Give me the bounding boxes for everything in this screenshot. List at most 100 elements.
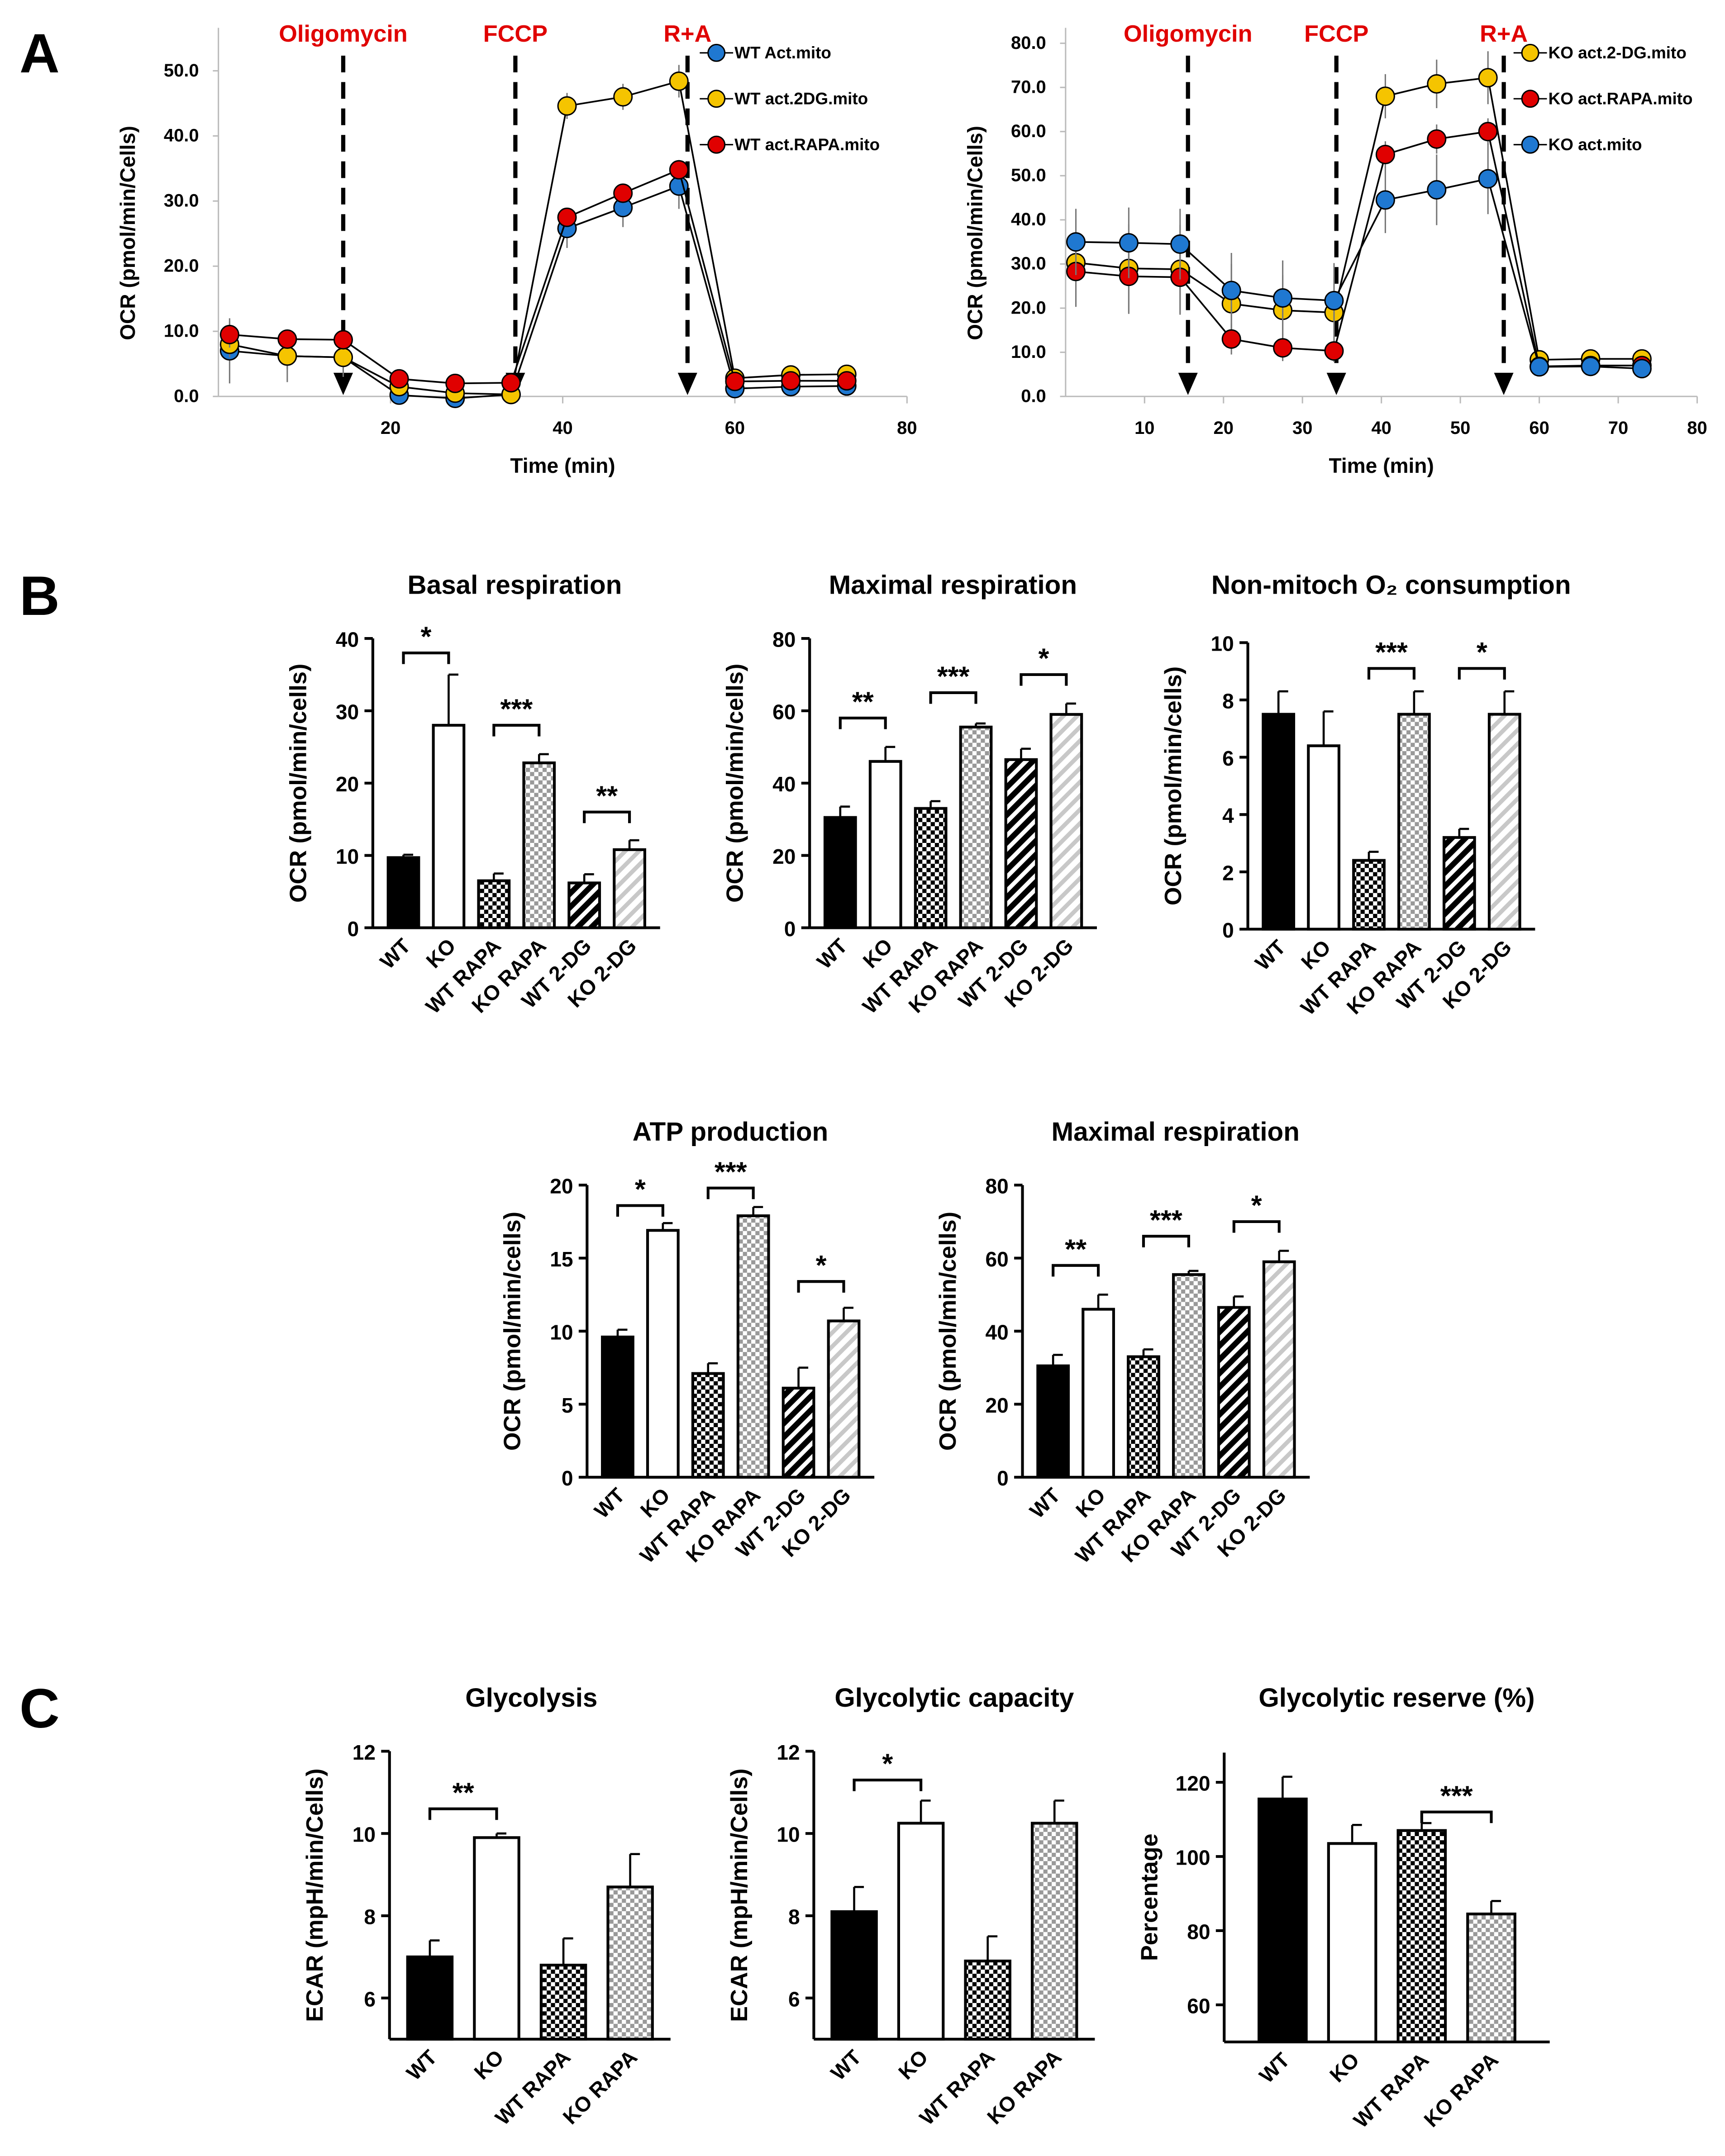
data-point — [1478, 122, 1498, 142]
y-tick-label: 40.0 — [164, 126, 199, 146]
y-tick-label: 30.0 — [1011, 254, 1046, 274]
y-tick-label: 5 — [562, 1394, 573, 1417]
bar-ko-rapa — [1030, 1822, 1078, 2041]
data-point — [1375, 190, 1395, 210]
x-tick-label: WT — [1025, 1483, 1064, 1523]
significance-label: * — [1038, 643, 1049, 674]
chart-A-WT: 0.0 10.0 20.0 30.0 40.0 50.0 20 40 60 80 Time (min… — [116, 21, 917, 477]
x-tick-label: 80 — [897, 418, 917, 438]
y-tick-label: 10 — [777, 1823, 800, 1847]
data-point — [613, 183, 633, 203]
bar-wt — [406, 1955, 454, 2041]
legend-marker — [1521, 43, 1539, 62]
x-tick-label: WT — [826, 2045, 866, 2085]
y-tick-label: 10 — [1211, 632, 1234, 656]
significance-label: ** — [1065, 1233, 1086, 1265]
chart-title: Non-mitoch O₂ consumption — [1211, 571, 1571, 600]
x-tick-label: 80 — [1687, 418, 1707, 438]
x-tick-label: KO — [1296, 935, 1335, 974]
y-axis-label: OCR (pmol/min/cells) — [722, 664, 748, 903]
y-tick-label: 50.0 — [1011, 166, 1046, 186]
significance-label: * — [635, 1174, 646, 1205]
x-tick-label: KO — [636, 1483, 675, 1522]
bar-ko — [646, 1229, 680, 1479]
bar-wt-2-dg — [1442, 836, 1476, 931]
bar-wt-rapa — [539, 1964, 587, 2041]
significance-label: * — [1477, 637, 1487, 668]
x-tick-label: WT — [402, 2045, 441, 2085]
significance-bracket — [797, 1280, 845, 1293]
significance-bracket — [428, 1807, 498, 1820]
y-axis-label: OCR (pmol/min/cells) — [500, 1212, 526, 1451]
significance-bracket — [583, 810, 631, 823]
x-tick-label: WT — [1254, 2048, 1294, 2087]
significance-bracket — [616, 1204, 664, 1217]
bar-ko-rapa — [606, 1885, 654, 2041]
data-point — [1119, 233, 1139, 253]
y-tick-label: 80 — [1187, 1920, 1210, 1943]
legend-label: KO act.2-DG.mito — [1549, 43, 1687, 62]
x-tick-label: WT — [590, 1483, 629, 1523]
bar-ko — [868, 760, 902, 929]
chart-C-capacity: Glycolytic capacity 6 8 10 12 ECAR (mpH/min/C… — [726, 1683, 1095, 2130]
y-tick-label: 100 — [1176, 1846, 1210, 1869]
chart-B-nonmito: Non-mitoch O₂ consumption 0 2 4 6 8 10 OCR (pmo… — [1160, 571, 1571, 1020]
bar-ko — [897, 1822, 945, 2041]
legend-label: KO act.RAPA.mito — [1549, 90, 1693, 108]
legend-marker — [1521, 90, 1539, 108]
x-tick-label: WT RAPA — [1349, 2048, 1433, 2132]
bar-ko-rapa — [522, 761, 556, 929]
significance-bracket — [929, 691, 977, 704]
data-point — [1273, 338, 1293, 358]
y-tick-label: 0 — [347, 917, 359, 941]
x-tick-label: KO — [469, 2045, 508, 2084]
bar-wt-2-dg — [781, 1386, 815, 1479]
data-point — [1478, 68, 1498, 88]
y-axis-label: OCR (pmol/min/Cells) — [116, 126, 139, 340]
bar-wt-rapa — [1127, 1355, 1160, 1479]
bar-wt-2-dg — [1217, 1306, 1251, 1479]
bar-wt-2-dg — [567, 881, 601, 929]
y-tick-label: 10 — [353, 1823, 376, 1847]
x-tick-label: 30 — [1292, 418, 1312, 438]
y-tick-label: 2 — [1222, 861, 1234, 885]
bar-wt — [1262, 713, 1296, 931]
bar-ko-2-dg — [1487, 713, 1521, 931]
y-tick-label: 40 — [336, 628, 359, 652]
legend-marker — [707, 135, 726, 154]
y-tick-label: 20 — [550, 1175, 573, 1198]
bar-wt — [830, 1910, 878, 2041]
down-arrow-icon — [333, 372, 353, 395]
significance-label: * — [421, 621, 432, 652]
x-tick-label: WT — [1250, 935, 1290, 975]
chart-B-maximal: Maximal respiration 0 20 40 60 80 OCR (pmol/mi… — [722, 571, 1097, 1018]
legend-label: WT act.RAPA.mito — [734, 135, 880, 154]
y-tick-label: 10.0 — [164, 321, 199, 341]
significance-bracket — [839, 716, 887, 729]
significance-label: * — [1251, 1190, 1262, 1221]
data-point — [333, 347, 353, 367]
data-point — [613, 87, 633, 107]
series-line — [1076, 76, 1642, 361]
injection-label: Oligomycin — [279, 21, 408, 47]
bar-ko-rapa — [736, 1214, 770, 1479]
bar-ko-rapa — [1397, 713, 1431, 931]
significance-bracket — [1458, 667, 1506, 680]
x-axis-label: Time (min) — [1329, 454, 1434, 477]
y-tick-label: 0 — [997, 1466, 1009, 1490]
data-point — [1273, 288, 1293, 308]
data-point — [501, 373, 521, 393]
bar-wt-rapa — [964, 1959, 1011, 2041]
data-point — [781, 371, 801, 391]
series-line — [229, 80, 847, 395]
significance-bracket — [853, 1778, 923, 1791]
data-point — [1581, 357, 1601, 376]
chart-title: Maximal respiration — [829, 571, 1077, 600]
injection-label: FCCP — [1304, 21, 1368, 47]
significance-bracket — [402, 651, 450, 664]
y-tick-label: 10 — [336, 845, 359, 868]
y-tick-label: 20.0 — [164, 256, 199, 276]
x-tick-label: KO — [1325, 2048, 1364, 2087]
significance-label: *** — [500, 694, 533, 725]
bar-wt — [1258, 1797, 1308, 2043]
